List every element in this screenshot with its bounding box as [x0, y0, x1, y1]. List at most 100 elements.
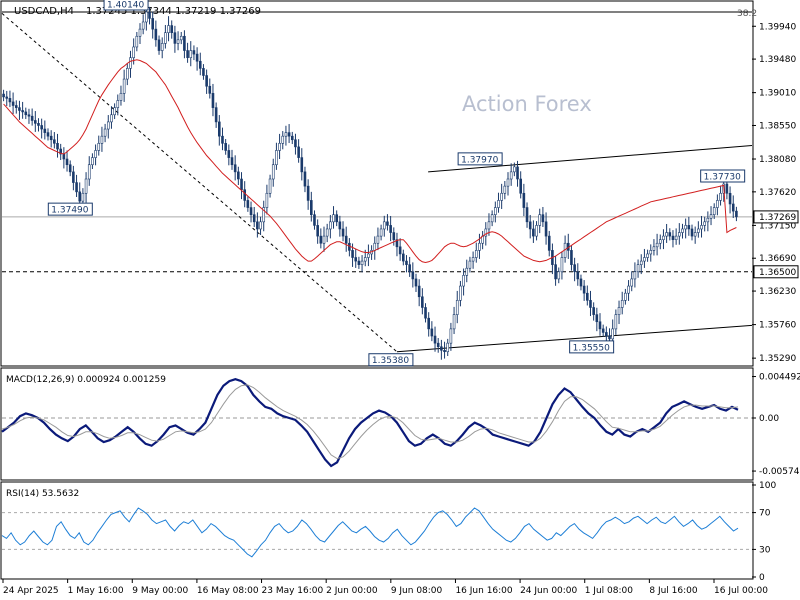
candle-body [357, 260, 361, 265]
candle-body [678, 232, 681, 237]
candle-body [649, 250, 653, 255]
candle-body [306, 185, 310, 201]
price-y-tick-label: 1.39940 [759, 22, 796, 32]
candle-body [506, 178, 510, 187]
candle-body [535, 225, 538, 237]
candle-body [471, 257, 475, 262]
candle-body [633, 271, 637, 280]
candle-body [230, 157, 234, 166]
rsi-panel-border [0, 481, 754, 580]
macd-y-tick-label: 0.004492 [759, 373, 800, 383]
candle-body [376, 235, 380, 244]
candle-body [100, 135, 104, 144]
candle-body [202, 68, 205, 76]
candle-body [430, 328, 434, 337]
candle-body [265, 192, 269, 208]
candle-body [541, 214, 545, 223]
candle-body [386, 221, 389, 226]
candle-body [262, 207, 266, 223]
candle-body [449, 328, 453, 344]
support-level-box [753, 265, 799, 279]
candle-body [268, 178, 272, 194]
time-tick-label: 16 Jun 16:00 [455, 586, 512, 596]
candle-body [224, 143, 227, 151]
candle-body [287, 132, 291, 137]
price-y-tick-label: 1.37150 [759, 221, 796, 231]
candle-body [281, 135, 285, 144]
candle-body [329, 221, 332, 230]
candle-body [605, 332, 608, 337]
time-tick-label: 9 May 00:00 [132, 586, 188, 596]
candle-body [373, 242, 377, 251]
time-tick-label: 24 Apr 2025 [3, 586, 59, 596]
price-y-tick-label: 1.35760 [759, 321, 796, 331]
candle-body [658, 239, 662, 244]
candle-body [624, 292, 627, 301]
candle-body [167, 25, 170, 33]
candle-body [8, 98, 12, 103]
candle-body [712, 207, 716, 215]
candle-body [382, 221, 386, 230]
candle-body [68, 164, 72, 173]
time-tick-label: 9 Jun 08:00 [391, 586, 443, 596]
candle-body [579, 278, 583, 287]
time-tick-label: 1 Jul 08:00 [585, 586, 634, 596]
candle-body [122, 78, 126, 94]
rsi-y-tick-label: 70 [759, 509, 771, 519]
candle-body [154, 28, 158, 41]
price-y-tick-label: 1.39010 [759, 89, 796, 99]
candle-body [557, 271, 561, 280]
candle-body [126, 68, 129, 80]
price-label-box [457, 152, 503, 166]
candle-body [148, 11, 151, 19]
candle-body [110, 114, 113, 123]
candle-body [427, 317, 430, 330]
candle-body [354, 257, 358, 262]
candle-body [313, 214, 316, 226]
candle-body [81, 192, 85, 202]
candle-body [49, 135, 53, 141]
candle-body [218, 121, 221, 137]
candle-body [256, 221, 259, 230]
candle-body [652, 246, 656, 251]
candle-body [211, 93, 215, 108]
candle-body [665, 232, 668, 237]
candle-body [582, 285, 586, 294]
candle-body [674, 235, 678, 240]
macd-signal-line [1, 384, 739, 460]
candle-body [398, 246, 402, 255]
candle-body [195, 53, 199, 62]
candle-body [129, 57, 132, 69]
candle-body [436, 342, 440, 348]
candle-body [363, 257, 367, 262]
candle-body [65, 158, 69, 166]
rsi-y-tick-label: 0 [759, 573, 765, 583]
trendline [428, 144, 753, 173]
candle-body [611, 328, 614, 340]
candle-body [468, 260, 472, 269]
candle-body [655, 242, 659, 248]
time-tick-label: 2 Jun 00:00 [326, 586, 378, 596]
candle-body [72, 171, 75, 183]
candle-body [617, 307, 621, 315]
candle-body [310, 200, 313, 215]
candle-body [544, 221, 548, 237]
rsi-line [1, 507, 739, 558]
rsi-y-tick-label: 100 [759, 481, 776, 491]
candle-body [728, 192, 732, 205]
candle-body [490, 214, 494, 223]
macd-panel-border [0, 367, 754, 481]
candle-body [405, 260, 408, 265]
candle-body [424, 307, 427, 319]
candle-body [725, 183, 729, 194]
candle-body [106, 121, 110, 130]
candle-body [173, 32, 177, 44]
candle-body [303, 171, 307, 187]
candle-body [735, 210, 738, 218]
candle-body [446, 342, 450, 353]
candle-body [186, 50, 189, 58]
candle-body [440, 346, 443, 351]
candle-body [646, 253, 649, 258]
candle-body [233, 164, 237, 173]
candle-body [547, 235, 551, 251]
